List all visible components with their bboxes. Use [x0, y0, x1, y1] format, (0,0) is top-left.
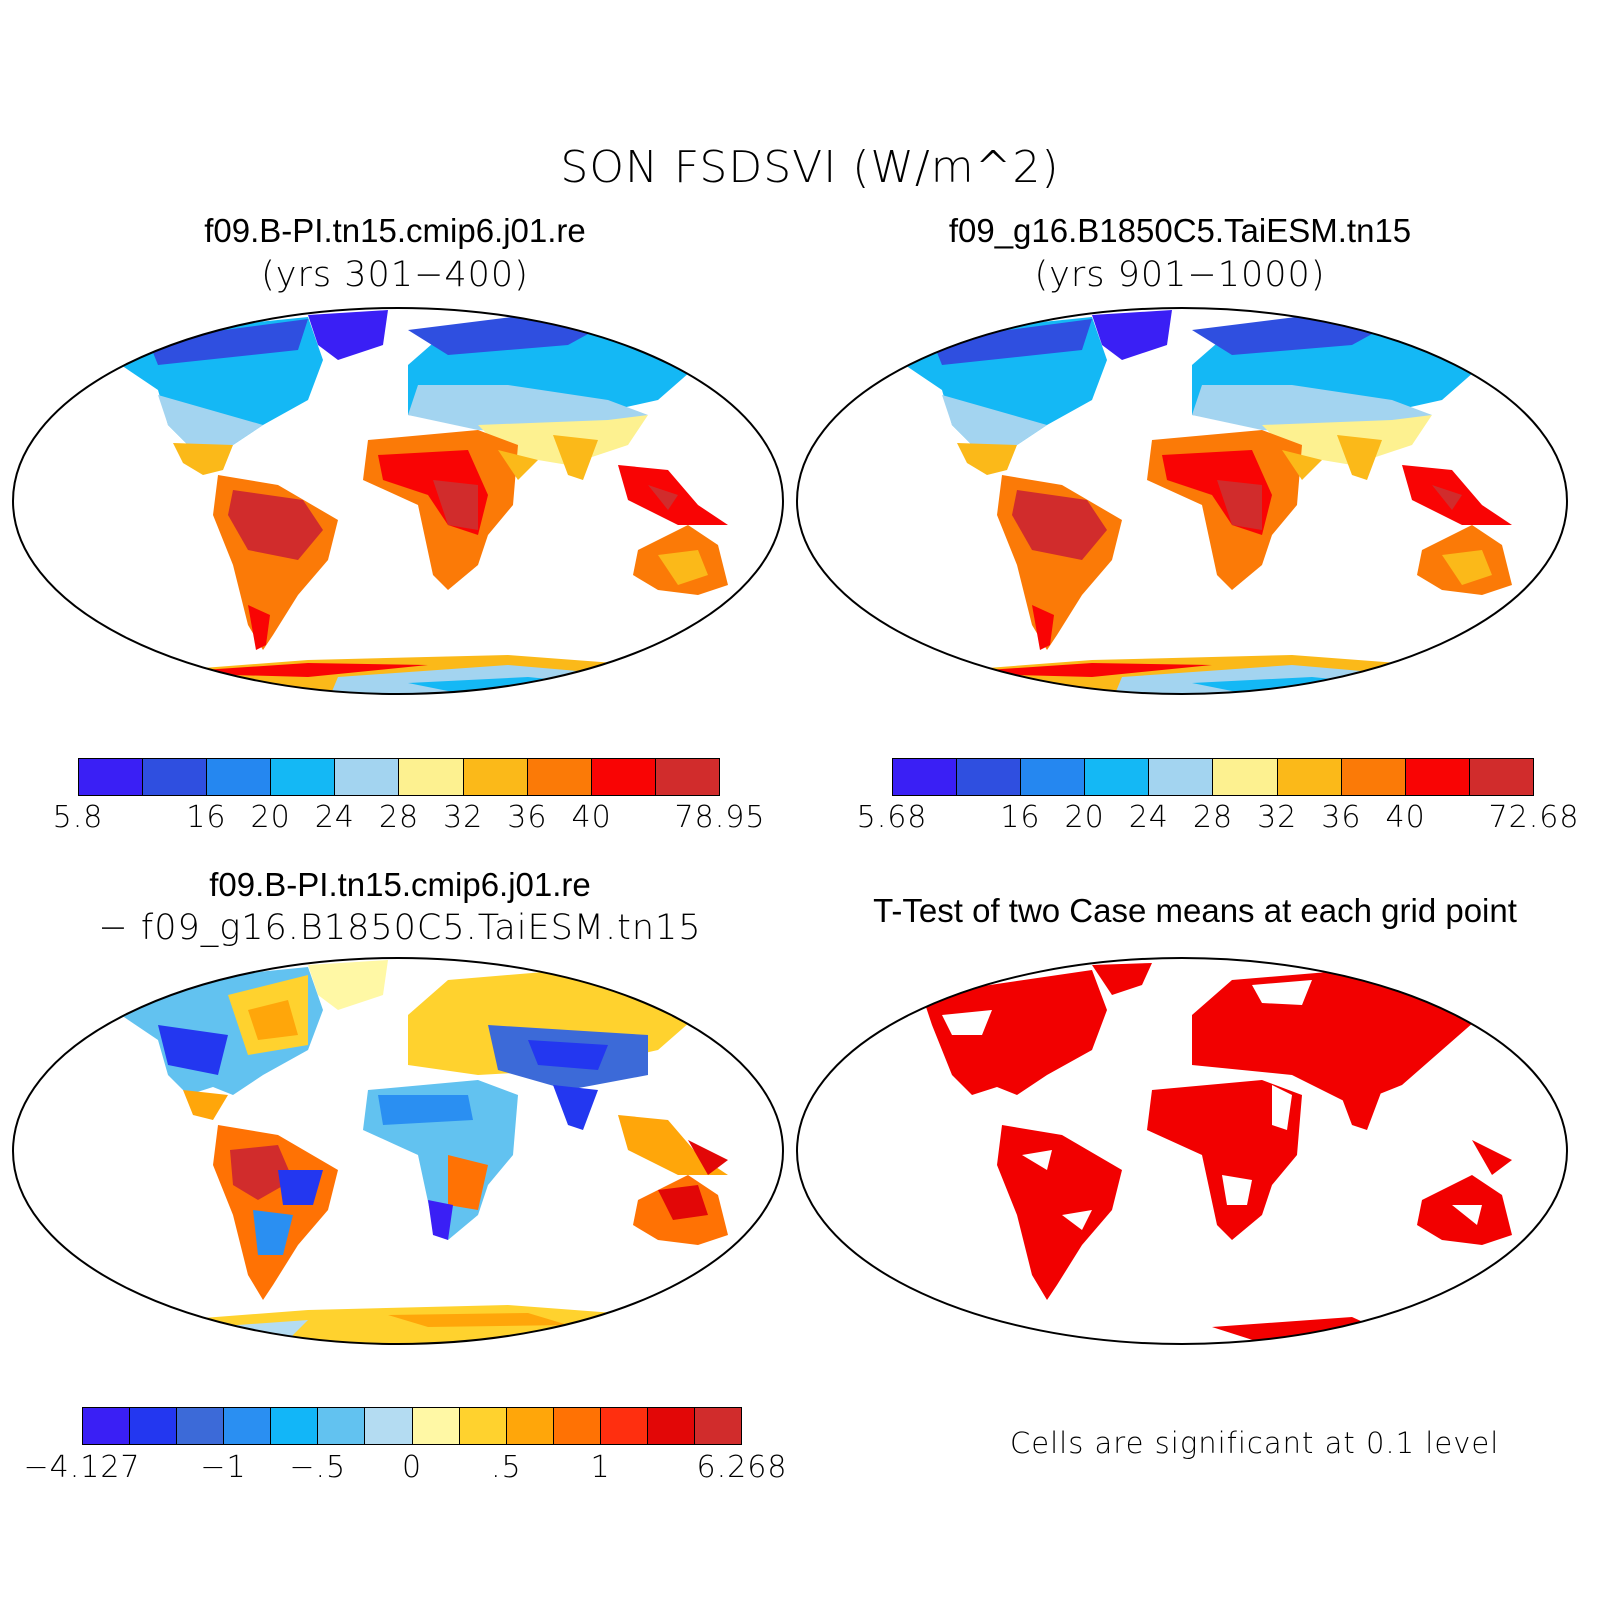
- diff-colorbar-tick-label: 1: [590, 1450, 611, 1485]
- diff-colorbar-cell: [647, 1408, 696, 1444]
- case1-colorbar-tick-label: 16: [186, 800, 227, 835]
- case1-colorbar-tick-label: 24: [314, 800, 355, 835]
- case2-colorbar-cell: [893, 759, 958, 795]
- diff-colorbar-cell: [224, 1408, 272, 1444]
- case2-colorbar-cell: [1085, 759, 1150, 795]
- diff-colorbar-tick-label: −4.127: [23, 1450, 141, 1485]
- case2-colorbar-tick-label: 5.68: [856, 800, 928, 835]
- diff-colorbar-cell: [600, 1408, 648, 1444]
- case2-colorbar-cell: [1021, 759, 1086, 795]
- case2-colorbar-cell: [1277, 759, 1342, 795]
- diff-colorbar-cell: [177, 1408, 225, 1444]
- diff-colorbar-cell: [695, 1408, 742, 1444]
- case1-colorbar: [78, 758, 720, 796]
- diff-colorbar-tick-label: −1: [200, 1450, 247, 1485]
- case1-subtitle: (yrs 301−400): [261, 255, 529, 295]
- main-title: SON FSDSVI (W/m^2): [560, 142, 1060, 193]
- case2-colorbar: [892, 758, 1534, 796]
- case2-colorbar-tick-label: 16: [1000, 800, 1041, 835]
- case2-map: [796, 307, 1568, 695]
- case1-colorbar-tick-label: 20: [250, 800, 291, 835]
- case2-colorbar-tick-label: 36: [1321, 800, 1362, 835]
- case2-colorbar-cell: [957, 759, 1022, 795]
- diff-subtitle: − f09_g16.B1850C5.TaiESM.tn15: [98, 908, 702, 948]
- diff-colorbar: [82, 1407, 742, 1445]
- diff-colorbar-tick-label: 0: [401, 1450, 423, 1485]
- case1-title: f09.B-PI.tn15.cmip6.j01.re: [204, 212, 586, 249]
- case1-colorbar-cell: [143, 759, 208, 795]
- case1-colorbar-tick-label: 40: [571, 800, 612, 835]
- diff-colorbar-cell: [271, 1408, 319, 1444]
- case1-colorbar-tick-label: 78.95: [674, 800, 766, 835]
- case1-colorbar-cell: [399, 759, 464, 795]
- case1-colorbar-tick-label: 5.8: [52, 800, 104, 835]
- case2-title: f09_g16.B1850C5.TaiESM.tn15: [948, 212, 1412, 249]
- case2-colorbar-cell: [1213, 759, 1278, 795]
- diff-colorbar-tick-label: −.5: [289, 1450, 347, 1485]
- case2-colorbar-tick-label: 32: [1257, 800, 1298, 835]
- diff-colorbar-tick-label: 6.268: [696, 1450, 788, 1485]
- diff-map: [12, 957, 784, 1345]
- ttest-title: T-Test of two Case means at each grid po…: [873, 892, 1517, 929]
- case1-colorbar-cell: [655, 759, 719, 795]
- case1-colorbar-cell: [591, 759, 656, 795]
- case2-colorbar-tick-label: 72.68: [1488, 800, 1580, 835]
- case2-colorbar-tick-label: 24: [1128, 800, 1169, 835]
- ttest-note: Cells are significant at 0.1 level: [1010, 1426, 1500, 1460]
- diff-colorbar-tick-label: .5: [490, 1450, 522, 1485]
- case2-colorbar-cell: [1405, 759, 1470, 795]
- diff-colorbar-cell: [506, 1408, 554, 1444]
- case2-colorbar-cell: [1341, 759, 1406, 795]
- case1-colorbar-cell: [207, 759, 272, 795]
- case2-colorbar-cell: [1149, 759, 1214, 795]
- case1-colorbar-tick-label: 32: [443, 800, 484, 835]
- case1-colorbar-cell: [335, 759, 400, 795]
- case1-colorbar-cell: [271, 759, 336, 795]
- case1-colorbar-tick-label: 28: [378, 800, 420, 835]
- case2-colorbar-tick-label: 40: [1385, 800, 1426, 835]
- case1-colorbar-cell: [527, 759, 592, 795]
- diff-colorbar-cell: [318, 1408, 366, 1444]
- diff-colorbar-cell: [412, 1408, 460, 1444]
- case1-colorbar-tick-label: 36: [507, 800, 548, 835]
- diff-colorbar-cell: [553, 1408, 601, 1444]
- diff-colorbar-cell: [83, 1408, 131, 1444]
- case2-colorbar-cell: [1469, 759, 1533, 795]
- diff-colorbar-cell: [130, 1408, 178, 1444]
- diff-colorbar-cell: [459, 1408, 507, 1444]
- case1-colorbar-cell: [463, 759, 528, 795]
- case1-colorbar-cell: [79, 759, 144, 795]
- case2-subtitle: (yrs 901−1000): [1034, 255, 1326, 295]
- case2-colorbar-tick-label: 28: [1192, 800, 1234, 835]
- diff-colorbar-cell: [365, 1408, 413, 1444]
- ttest-map: [796, 957, 1568, 1345]
- case2-colorbar-tick-label: 20: [1064, 800, 1105, 835]
- diff-title: f09.B-PI.tn15.cmip6.j01.re: [209, 866, 591, 903]
- case1-map: [12, 307, 784, 695]
